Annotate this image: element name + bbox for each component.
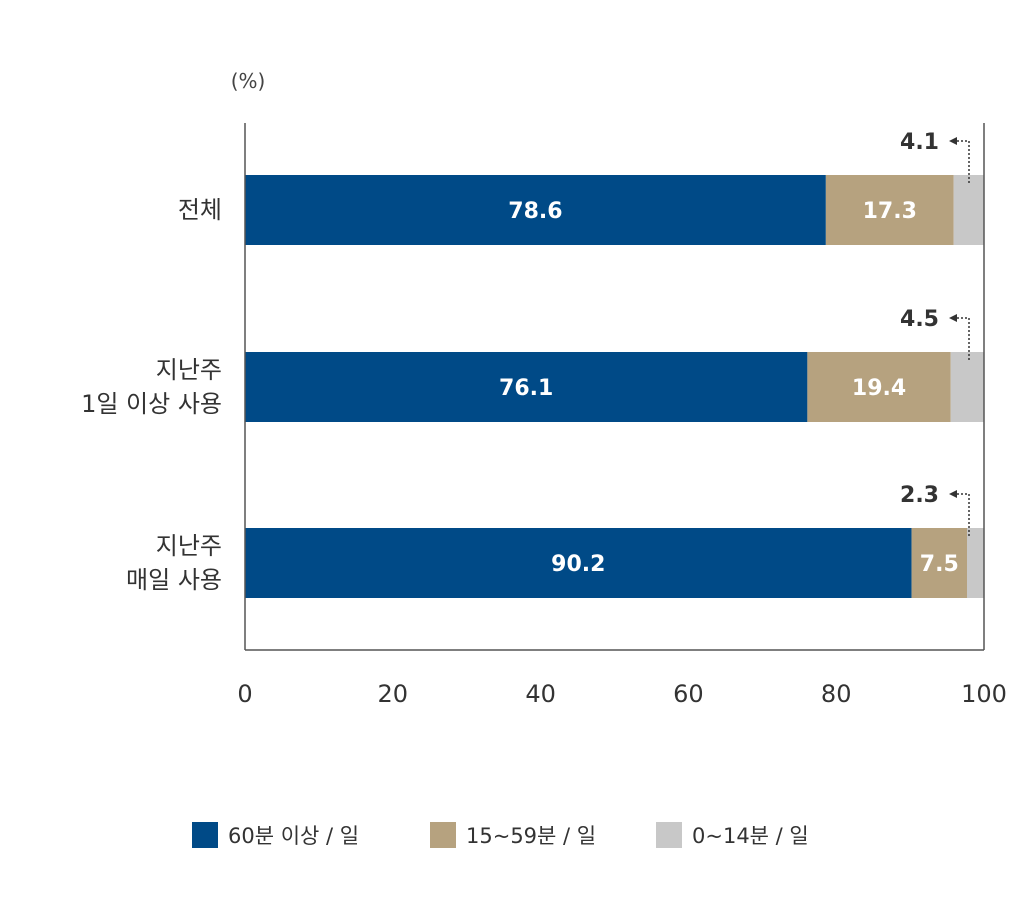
- category-label: 매일 사용: [126, 566, 222, 594]
- x-tick-label: 20: [378, 680, 409, 708]
- category-label: 지난주: [156, 356, 222, 384]
- arrow-icon: [949, 314, 957, 322]
- data-label: 90.2: [551, 552, 605, 577]
- bar-segment: [953, 175, 984, 245]
- x-tick-label: 40: [525, 680, 556, 708]
- x-tick-label: 80: [821, 680, 852, 708]
- leader-line: [957, 493, 970, 536]
- x-tick-label: 60: [673, 680, 704, 708]
- x-tick-label: 0: [237, 680, 252, 708]
- legend-swatch: [430, 822, 456, 848]
- data-label: 4.5: [900, 307, 939, 332]
- bar-segment: [825, 175, 954, 245]
- bar-segment: [950, 352, 984, 422]
- arrow-icon: [949, 137, 957, 145]
- data-label: 4.1: [900, 130, 939, 155]
- bar-segment: [245, 352, 808, 422]
- data-label: 76.1: [499, 376, 553, 401]
- unit-label: (%): [231, 69, 266, 93]
- bar-segment: [245, 528, 912, 598]
- bar-segment: [807, 352, 951, 422]
- data-label: 17.3: [863, 199, 917, 224]
- legend-label: 15~59분 / 일: [466, 824, 596, 848]
- bar-segment: [967, 528, 984, 598]
- category-label: 지난주: [156, 532, 222, 560]
- bar-segment: [245, 175, 826, 245]
- leader-line: [957, 317, 970, 360]
- data-label: 19.4: [852, 376, 906, 401]
- category-label: 전체: [178, 196, 222, 224]
- legend-label: 60분 이상 / 일: [228, 824, 359, 848]
- arrow-icon: [949, 490, 957, 498]
- data-label: 2.3: [900, 483, 939, 508]
- leader-line: [957, 140, 970, 183]
- legend-label: 0~14분 / 일: [692, 824, 809, 848]
- legend-swatch: [656, 822, 682, 848]
- x-tick-label: 100: [961, 680, 1007, 708]
- data-label: 7.5: [920, 552, 959, 577]
- category-label: 1일 이상 사용: [81, 390, 222, 418]
- bar-segment: [911, 528, 968, 598]
- data-label: 78.6: [508, 199, 562, 224]
- legend-swatch: [192, 822, 218, 848]
